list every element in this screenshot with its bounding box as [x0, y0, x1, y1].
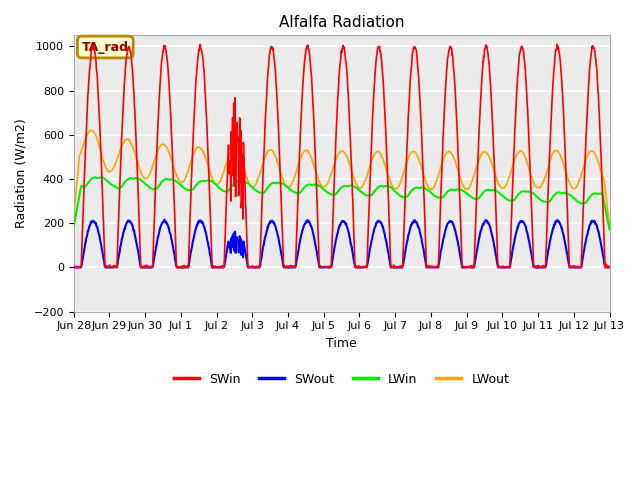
Title: Alfalfa Radiation: Alfalfa Radiation	[279, 15, 404, 30]
LWout	[280, 180, 288, 186]
Line: SWin: SWin	[74, 44, 609, 267]
LWin	[424, 187, 432, 193]
Legend: SWin, SWout, LWin, LWout: SWin, SWout, LWin, LWout	[169, 368, 514, 391]
SWin	[512, 102, 520, 108]
LWin	[189, 187, 196, 192]
SWout	[70, 264, 77, 270]
SWout	[189, 240, 196, 246]
SWin	[559, 94, 566, 100]
LWout	[88, 128, 95, 133]
LWout	[70, 213, 77, 218]
LWout	[559, 158, 566, 164]
SWout	[559, 228, 566, 233]
SWin	[294, 212, 301, 218]
SWin	[605, 264, 613, 270]
SWout	[605, 264, 613, 270]
SWout	[280, 264, 288, 270]
Line: LWin: LWin	[74, 178, 609, 229]
LWin	[294, 190, 301, 196]
SWout	[512, 230, 520, 236]
SWin	[553, 41, 561, 47]
LWin	[605, 227, 613, 232]
LWout	[424, 183, 432, 189]
LWin	[91, 175, 99, 180]
SWin	[424, 264, 432, 270]
Y-axis label: Radiation (W/m2): Radiation (W/m2)	[15, 119, 28, 228]
SWin	[189, 151, 196, 156]
SWout	[294, 253, 301, 259]
LWin	[559, 190, 566, 196]
LWin	[280, 182, 288, 188]
X-axis label: Time: Time	[326, 337, 357, 350]
Line: SWout: SWout	[74, 220, 609, 267]
LWin	[512, 194, 520, 200]
LWout	[605, 223, 613, 228]
Text: TA_rad: TA_rad	[82, 40, 129, 54]
SWin	[70, 263, 77, 268]
LWin	[70, 223, 77, 228]
SWin	[280, 264, 288, 269]
Line: LWout: LWout	[74, 131, 609, 226]
LWout	[512, 154, 520, 159]
SWout	[424, 264, 432, 270]
SWout	[161, 217, 168, 223]
LWout	[294, 165, 301, 170]
LWout	[189, 154, 196, 160]
SWin	[70, 264, 78, 270]
